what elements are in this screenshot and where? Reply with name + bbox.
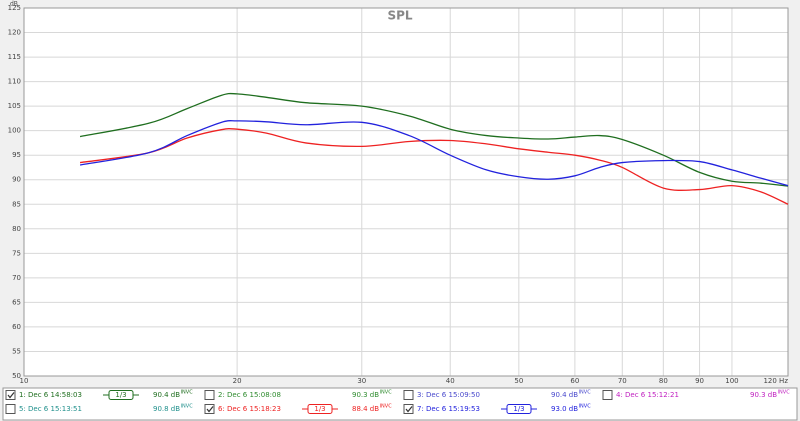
plot-border [23, 7, 789, 377]
y-tick-label: 110 [8, 78, 21, 86]
legend-level: 90.8 dB [153, 405, 180, 413]
legend-label: 1: Dec 6 14:58:03 [19, 391, 82, 399]
x-tick-label: 90 [695, 377, 704, 385]
smoothing-label: 1/3 [115, 391, 126, 399]
y-tick-label: 105 [8, 102, 21, 110]
y-tick-label: 120 [8, 29, 21, 37]
checkmark [405, 406, 413, 413]
legend-label: 2: Dec 6 15:08:08 [218, 391, 281, 399]
x-tick-label: 30 [357, 377, 366, 385]
legend-level-sup: INVC [579, 404, 592, 410]
legend-level-sup: INVC [380, 390, 393, 396]
legend-level: 90.4 dB [153, 391, 180, 399]
chart-title: SPL [387, 9, 412, 23]
y-tick-label: 90 [12, 176, 21, 184]
legend-checkbox[interactable] [403, 390, 414, 400]
plot-area [24, 8, 788, 376]
y-tick-label: 100 [8, 127, 21, 135]
legend-checkbox[interactable] [403, 404, 414, 414]
legend-level-sup: INVC [380, 404, 393, 410]
x-tick-label: 120 Hz [763, 377, 788, 385]
legend-level-sup: INVC [778, 390, 791, 396]
y-tick-label: 85 [12, 200, 21, 208]
smoothing-label: 1/3 [314, 405, 325, 413]
legend-level: 88.4 dB [352, 405, 379, 413]
y-axis-label: dB [10, 1, 18, 8]
smoothing-label: 1/3 [513, 405, 524, 413]
legend-checkbox[interactable] [204, 390, 215, 400]
y-tick-label: 55 [12, 347, 21, 355]
spl-curve [79, 92, 789, 187]
legend-level: 90.3 dB [750, 391, 777, 399]
legend-level: 90.3 dB [352, 391, 379, 399]
legend-level-sup: INVC [181, 390, 194, 396]
legend-label: 7: Dec 6 15:19:53 [417, 405, 480, 413]
x-tick-label: 10 [20, 377, 29, 385]
x-tick-label: 100 [725, 377, 738, 385]
y-tick-label: 95 [12, 151, 21, 159]
x-tick-label: 40 [446, 377, 455, 385]
legend-label: 5: Dec 6 15:13:51 [19, 405, 82, 413]
y-tick-label: 60 [12, 323, 21, 331]
y-tick-label: 70 [12, 274, 21, 282]
spl-curve [79, 128, 789, 205]
y-tick-label: 115 [8, 53, 21, 61]
legend-level: 93.0 dB [551, 405, 578, 413]
legend-label: 3: Dec 6 15:09:50 [417, 391, 480, 399]
legend-box [2, 387, 798, 421]
checkmark [206, 406, 214, 413]
spl-curve [79, 120, 789, 187]
checkmark [7, 392, 15, 399]
x-tick-label: 20 [233, 377, 242, 385]
x-tick-label: 80 [659, 377, 668, 385]
legend-level-sup: INVC [579, 390, 592, 396]
legend-checkbox[interactable] [602, 390, 613, 400]
legend-label: 6: Dec 6 15:18:23 [218, 405, 281, 413]
legend-level: 90.4 dB [551, 391, 578, 399]
legend-label: 4: Dec 6 15:12:21 [616, 391, 679, 399]
legend-checkbox[interactable] [5, 390, 16, 400]
y-tick-label: 75 [12, 249, 21, 257]
y-tick-label: 50 [12, 372, 21, 380]
x-tick-label: 60 [570, 377, 579, 385]
y-tick-label: 80 [12, 225, 21, 233]
legend-checkbox[interactable] [5, 404, 16, 414]
y-tick-label: 125 [8, 4, 21, 12]
x-tick-label: 50 [514, 377, 523, 385]
legend-checkbox[interactable] [204, 404, 215, 414]
y-tick-label: 65 [12, 298, 21, 306]
x-tick-label: 70 [618, 377, 627, 385]
legend-level-sup: INVC [181, 404, 194, 410]
